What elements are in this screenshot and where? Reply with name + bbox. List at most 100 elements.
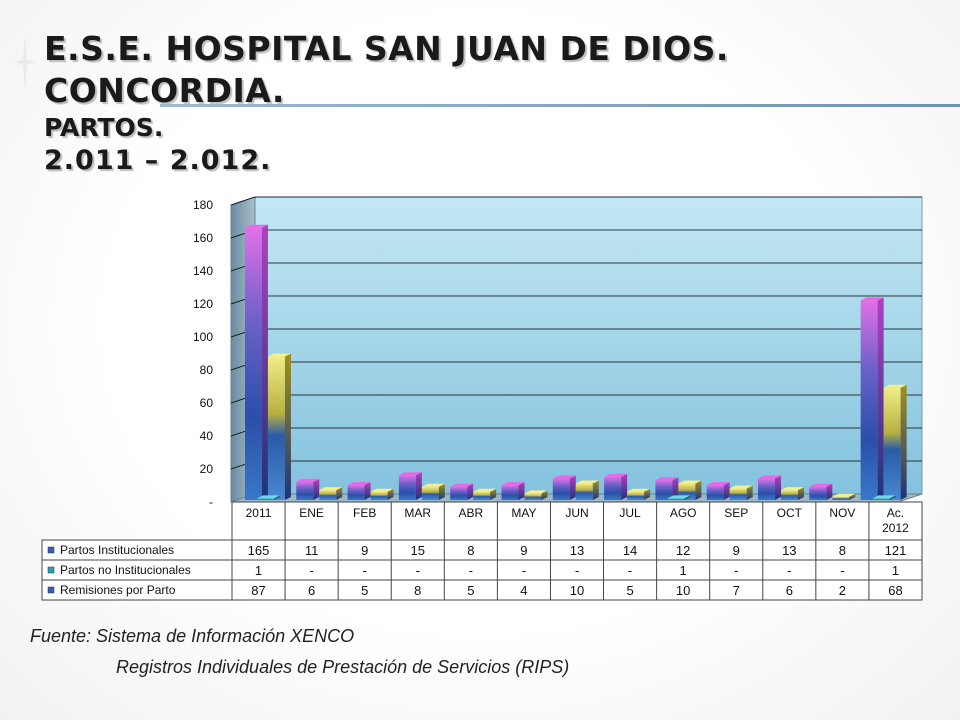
category-label: NOV [829, 506, 855, 520]
bar-side [438, 483, 445, 500]
bar-top [244, 224, 268, 228]
bar-front [421, 486, 439, 500]
bar-side [336, 487, 343, 500]
bar-side [313, 478, 320, 500]
bar-front [267, 356, 285, 500]
bar-top [604, 473, 628, 477]
data-label: 5 [626, 583, 633, 598]
bar-3 [524, 490, 548, 500]
bar-side [849, 493, 856, 500]
y-tick-label: 20 [200, 462, 214, 476]
bar-1 [244, 224, 268, 500]
bar-side [695, 480, 702, 500]
bar-1 [655, 477, 679, 500]
bar-1 [347, 482, 371, 500]
bar-1 [809, 483, 833, 500]
bar-front [655, 480, 673, 500]
bar-top [729, 485, 753, 489]
data-label: 7 [733, 583, 740, 598]
bar-side [621, 473, 628, 500]
data-label: 1 [255, 563, 262, 578]
bar-3 [627, 488, 651, 500]
bar-side [467, 483, 474, 500]
data-label: 5 [467, 583, 474, 598]
data-label: 10 [676, 583, 690, 598]
bar-side [541, 490, 548, 500]
bar-front [832, 496, 850, 500]
data-label: - [628, 563, 632, 578]
bar-1 [398, 472, 422, 500]
bar-front [398, 475, 416, 500]
data-label: 11 [305, 543, 319, 558]
bar-side [387, 488, 394, 500]
data-label: - [734, 563, 738, 578]
series-name: Partos no Institucionales [60, 563, 191, 577]
y-tick-label: 100 [193, 330, 213, 344]
bar-top [667, 495, 691, 499]
table-body [41, 539, 923, 601]
data-label: - [469, 563, 473, 578]
bar-side [798, 487, 805, 500]
data-label: - [363, 563, 367, 578]
category-label-part: Ac. [887, 506, 904, 520]
bar-3 [319, 487, 343, 500]
category-label: ABR [459, 506, 484, 520]
data-label: 8 [414, 583, 421, 598]
bar-side [684, 495, 691, 500]
y-tick-label: 160 [193, 231, 213, 245]
data-label: 8 [467, 543, 474, 558]
y-tick-label: 180 [193, 198, 213, 212]
bar-side [490, 488, 497, 500]
bar-side [261, 224, 268, 500]
bar-1 [860, 297, 884, 500]
data-label: 13 [570, 543, 584, 558]
legend-key [47, 546, 55, 554]
data-label: 68 [888, 583, 902, 598]
category-label: OCT [777, 506, 803, 520]
bar-top [627, 488, 651, 492]
bar-1 [501, 482, 525, 500]
bar-top [524, 490, 548, 494]
bar-top [883, 384, 907, 388]
bar-1 [450, 483, 474, 500]
bar-1 [296, 478, 320, 500]
y-tick-label: 40 [200, 429, 214, 443]
category-label: FEB [353, 506, 376, 520]
data-label: 9 [733, 543, 740, 558]
bar-3 [267, 353, 291, 500]
star-mark-icon [14, 36, 36, 92]
data-label: - [309, 563, 313, 578]
bar-top [809, 483, 833, 487]
title-rule [160, 104, 960, 107]
bar-top [872, 495, 896, 499]
bar-top [347, 482, 371, 486]
bar-front [758, 478, 776, 500]
data-label: 8 [839, 543, 846, 558]
data-label: 14 [623, 543, 637, 558]
bar-2 [872, 495, 896, 500]
bar-side [877, 297, 884, 500]
bar-front [552, 478, 570, 500]
bar-front [809, 486, 827, 500]
bar-front [575, 483, 593, 500]
bar-top [832, 493, 856, 497]
bar-1 [706, 482, 730, 500]
source-line-1: Fuente: Sistema de Información XENCO [30, 626, 355, 646]
bar-3 [370, 488, 394, 500]
data-label: 87 [251, 583, 265, 598]
bar-side [672, 477, 679, 500]
data-label: 5 [361, 583, 368, 598]
y-tick-label: 60 [200, 396, 214, 410]
data-label: 9 [361, 543, 368, 558]
category-label: Ac. 2012 [882, 506, 909, 535]
bar-side [723, 482, 730, 500]
bar-side [900, 384, 907, 500]
bar-1 [604, 473, 628, 500]
bar-top [860, 297, 884, 301]
bar-front [473, 491, 491, 500]
data-label: 4 [520, 583, 527, 598]
bar-3 [832, 493, 856, 500]
data-label: 2 [839, 583, 846, 598]
bar-front [501, 485, 519, 500]
bar-top [706, 482, 730, 486]
